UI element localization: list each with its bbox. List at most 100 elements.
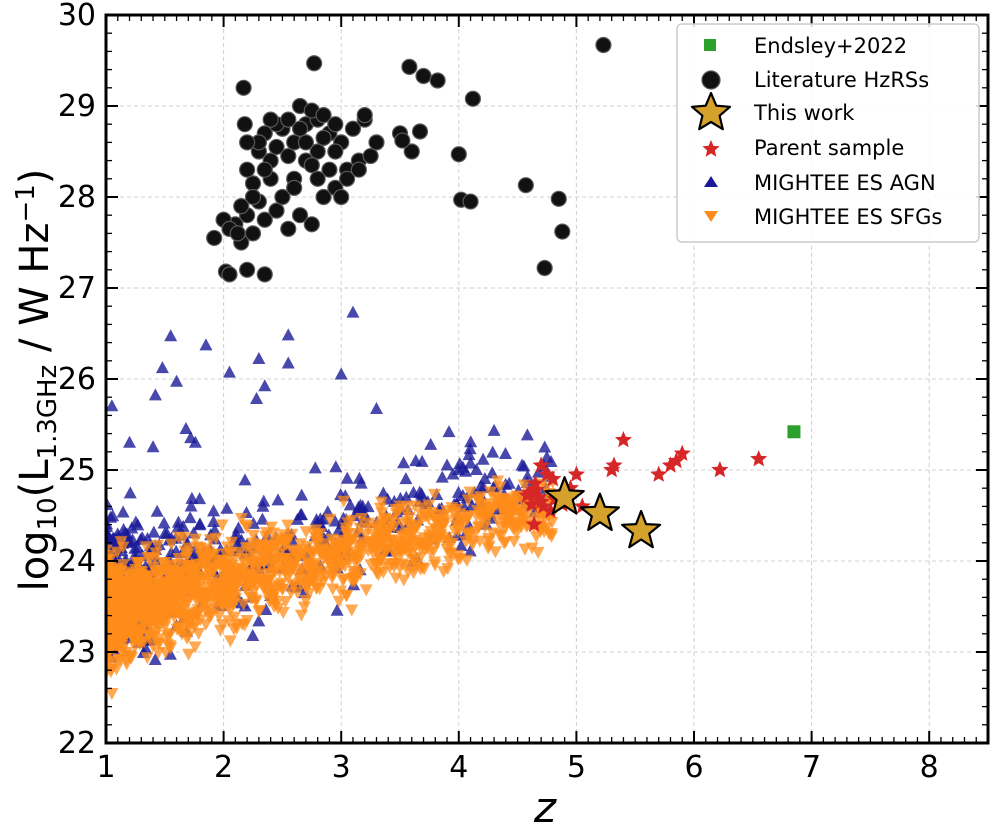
point-sfg: [252, 606, 266, 619]
point-agn: [258, 379, 272, 392]
point-agn: [150, 504, 164, 517]
y-tick-label: 27: [58, 271, 96, 306]
point-agn: [453, 457, 467, 470]
point-sfg: [461, 494, 475, 507]
point-agn: [207, 515, 221, 528]
point-agn: [155, 361, 169, 374]
point-literature: [262, 111, 279, 128]
point-agn: [199, 338, 213, 351]
point-sfg: [399, 540, 413, 553]
point-agn: [531, 465, 545, 478]
x-tick-label: 8: [920, 750, 939, 785]
y-axis-title-base: 10: [33, 497, 63, 530]
point-sfg: [428, 559, 442, 572]
point-sfg: [417, 532, 431, 545]
point-parent: [525, 515, 543, 532]
point-sfg: [463, 486, 477, 499]
point-literature: [327, 116, 344, 133]
point-sfg: [448, 514, 462, 527]
point-literature: [415, 67, 432, 85]
point-sfg: [129, 563, 143, 576]
point-sfg: [287, 578, 301, 591]
point-sfg: [140, 652, 154, 665]
data-points: [106, 36, 801, 700]
point-literature: [233, 198, 250, 215]
x-tick-label: 5: [567, 750, 586, 785]
point-sfg: [480, 508, 494, 521]
legend-marker-sfg: [704, 211, 718, 222]
point-sfg: [257, 556, 271, 569]
point-sfg: [337, 495, 351, 508]
point-sfg: [106, 574, 116, 587]
point-agn: [179, 422, 193, 435]
point-parent: [523, 495, 541, 512]
point-sfg: [106, 567, 113, 580]
point-sfg: [266, 593, 280, 606]
point-agn: [295, 488, 309, 501]
point-sfg: [276, 583, 290, 596]
point-parent: [532, 456, 550, 473]
point-agn: [399, 490, 413, 503]
point-sfg: [183, 584, 197, 597]
point-literature: [268, 138, 285, 156]
point-agn: [128, 541, 142, 554]
point-agn: [252, 614, 266, 627]
point-agn: [164, 329, 178, 342]
point-agn: [397, 456, 411, 469]
point-agn: [435, 470, 449, 483]
legend-label-endsley: Endsley+2022: [754, 34, 907, 58]
point-sfg: [172, 531, 186, 544]
point-sfg: [323, 513, 337, 526]
point-sfg: [408, 534, 422, 547]
point-literature: [429, 72, 446, 89]
point-agn: [486, 445, 500, 458]
point-sfg: [453, 508, 467, 521]
point-sfg: [212, 610, 226, 623]
point-agn: [352, 471, 366, 484]
point-sfg: [383, 521, 397, 534]
point-literature: [291, 120, 309, 137]
point-sfg: [428, 523, 442, 536]
point-sfg: [126, 618, 140, 631]
point-literature: [239, 261, 256, 278]
point-literature: [303, 157, 320, 174]
point-sfg: [172, 553, 186, 566]
point-sfg: [296, 547, 310, 560]
point-sfg: [346, 533, 360, 546]
point-agn: [446, 467, 460, 480]
point-sfg: [139, 541, 153, 554]
legend-label-parent: Parent sample: [754, 136, 904, 160]
point-sfg: [314, 546, 328, 559]
point-sfg: [232, 568, 246, 581]
point-agn: [498, 447, 512, 460]
point-sfg: [414, 514, 428, 527]
point-literature: [338, 170, 356, 187]
point-sfg: [497, 537, 511, 550]
point-literature: [291, 207, 309, 224]
point-literature: [244, 188, 262, 206]
point-sfg: [210, 602, 224, 615]
point-sfg: [482, 532, 496, 545]
point-agn: [184, 499, 198, 512]
point-sfg: [182, 648, 196, 661]
point-literature: [239, 134, 256, 151]
point-sfg: [190, 595, 204, 608]
point-sfg: [326, 569, 340, 582]
point-this_work: [621, 509, 662, 549]
point-sfg: [297, 601, 311, 614]
point-sfg: [267, 527, 281, 540]
point-sfg: [106, 687, 119, 700]
point-agn: [469, 463, 483, 475]
point-sfg: [493, 481, 507, 494]
point-sfg: [340, 552, 354, 565]
point-sfg: [521, 514, 535, 527]
point-parent: [544, 470, 562, 487]
point-sfg: [238, 519, 252, 532]
point-parent: [567, 465, 585, 482]
legend-label-this-work: This work: [753, 101, 855, 125]
point-agn: [478, 471, 492, 484]
point-sfg: [170, 565, 184, 578]
point-literature: [327, 143, 344, 160]
point-agn: [147, 525, 161, 538]
